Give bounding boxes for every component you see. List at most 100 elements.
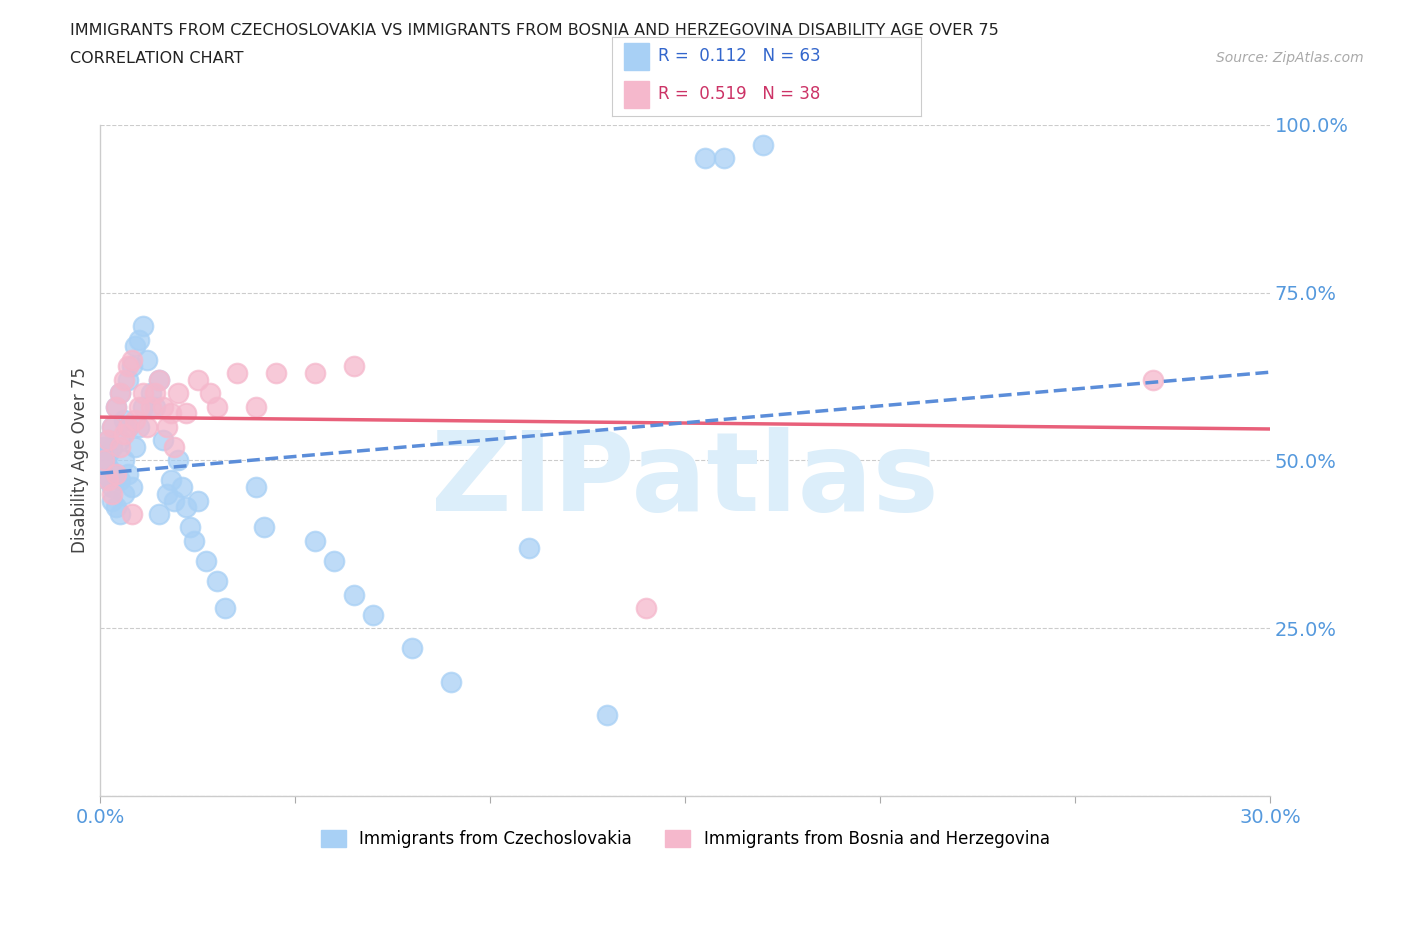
Point (124, 339, 146, 353)
Point (183, 534, 205, 549)
Point (143, 386, 166, 401)
Text: R =  0.519   N = 38: R = 0.519 N = 38 (658, 86, 820, 103)
Point (207, 574, 229, 589)
Point (124, 413, 146, 428)
Point (124, 440, 146, 455)
Point (304, 534, 326, 549)
Y-axis label: Disability Age Over 75: Disability Age Over 75 (72, 367, 89, 553)
Point (104, 399, 127, 414)
Point (198, 386, 221, 401)
Point (121, 352, 143, 367)
Point (97, 446, 120, 461)
Legend: Immigrants from Czechoslovakia, Immigrants from Bosnia and Herzegovina: Immigrants from Czechoslovakia, Immigran… (314, 823, 1056, 855)
Point (104, 466, 127, 481)
Point (128, 399, 150, 414)
Point (132, 319, 155, 334)
Point (112, 426, 135, 441)
Point (323, 553, 346, 568)
Text: ZIPatlas: ZIPatlas (432, 427, 939, 534)
Point (143, 399, 166, 414)
Point (93, 466, 115, 481)
Bar (624, 81, 648, 109)
Point (304, 365, 326, 380)
Point (401, 641, 423, 656)
Point (108, 473, 131, 488)
Point (156, 486, 179, 501)
Point (148, 372, 170, 387)
Point (713, 151, 735, 166)
Point (159, 405, 181, 420)
Point (361, 607, 384, 622)
Point (693, 151, 716, 166)
Bar (624, 43, 648, 71)
Point (187, 493, 209, 508)
Point (139, 399, 162, 414)
Point (97, 432, 120, 447)
Point (112, 486, 135, 501)
Point (101, 493, 124, 508)
Point (132, 399, 155, 414)
Point (179, 520, 201, 535)
Point (156, 419, 179, 434)
Point (343, 587, 366, 602)
Text: R =  0.112   N = 63: R = 0.112 N = 63 (658, 47, 821, 65)
Point (93, 453, 115, 468)
Point (121, 480, 143, 495)
Point (136, 419, 159, 434)
Point (163, 440, 186, 455)
Point (174, 405, 197, 420)
Point (174, 500, 197, 515)
Point (225, 365, 247, 380)
Point (121, 359, 143, 374)
Point (128, 332, 150, 347)
Point (128, 419, 150, 434)
Point (117, 372, 139, 387)
Point (117, 359, 139, 374)
Point (112, 453, 135, 468)
Point (108, 440, 131, 455)
Point (194, 553, 217, 568)
Point (148, 507, 170, 522)
Text: IMMIGRANTS FROM CZECHOSLOVAKIA VS IMMIGRANTS FROM BOSNIA AND HERZEGOVINA DISABIL: IMMIGRANTS FROM CZECHOSLOVAKIA VS IMMIGR… (70, 23, 1000, 38)
Point (139, 386, 162, 401)
Point (101, 419, 124, 434)
Point (214, 601, 236, 616)
Point (101, 440, 124, 455)
Point (112, 413, 135, 428)
Point (97, 459, 120, 474)
Point (97, 473, 120, 488)
Point (117, 466, 139, 481)
Point (245, 399, 267, 414)
Point (187, 372, 209, 387)
Point (152, 432, 174, 447)
Point (101, 480, 124, 495)
Point (152, 399, 174, 414)
Point (117, 419, 139, 434)
Point (97, 432, 120, 447)
Point (117, 419, 139, 434)
Point (172, 480, 194, 495)
Point (167, 386, 190, 401)
Point (108, 432, 131, 447)
Point (108, 386, 131, 401)
Point (1142, 372, 1164, 387)
Point (97, 473, 120, 488)
Point (132, 386, 155, 401)
Point (93, 440, 115, 455)
Point (108, 386, 131, 401)
Point (207, 399, 229, 414)
Point (136, 352, 159, 367)
Point (253, 520, 276, 535)
Point (636, 601, 658, 616)
Text: CORRELATION CHART: CORRELATION CHART (70, 51, 243, 66)
Point (163, 493, 186, 508)
Point (343, 359, 366, 374)
Point (101, 419, 124, 434)
Point (112, 372, 135, 387)
Point (121, 507, 143, 522)
Point (167, 453, 190, 468)
Point (104, 466, 127, 481)
Text: Source: ZipAtlas.com: Source: ZipAtlas.com (1216, 51, 1364, 65)
Point (104, 500, 127, 515)
Point (104, 399, 127, 414)
